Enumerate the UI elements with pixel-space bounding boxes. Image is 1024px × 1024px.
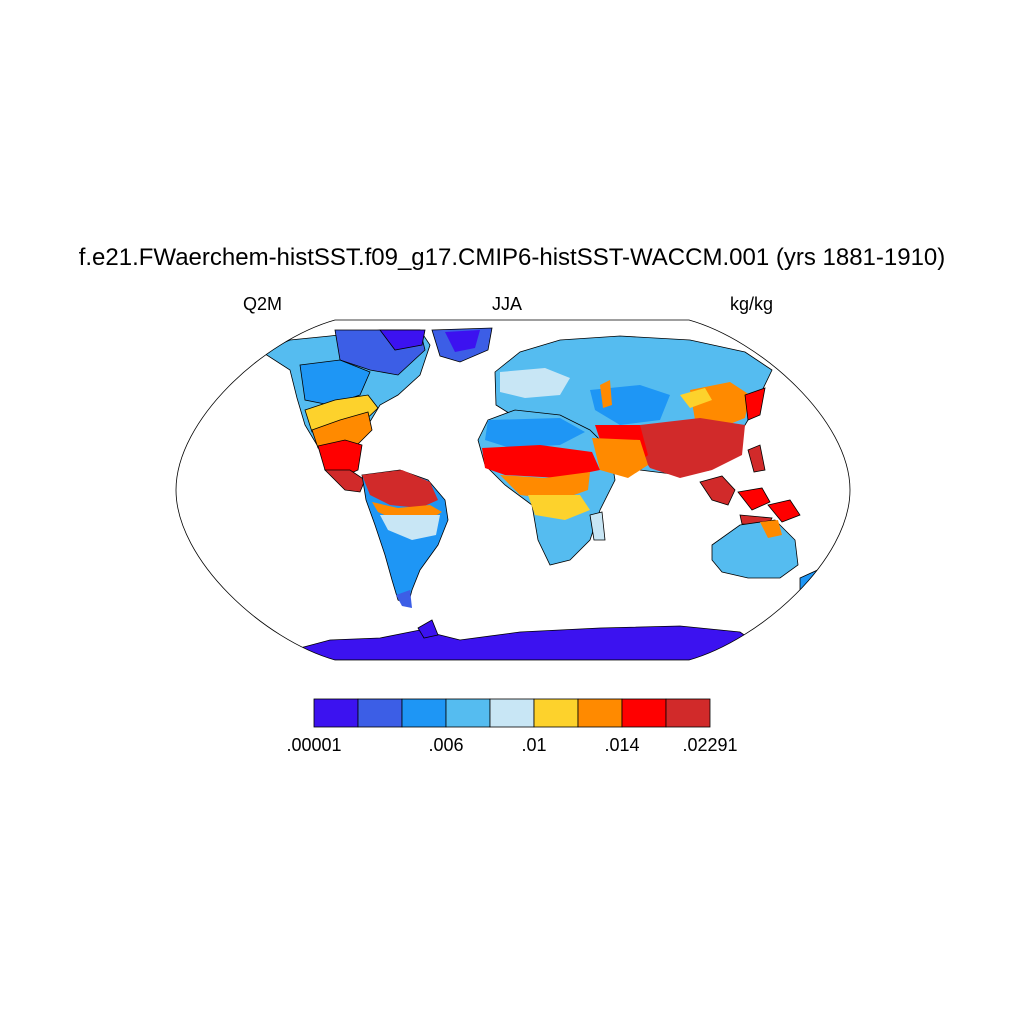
colorbar-tick-label: .014 bbox=[604, 735, 640, 755]
antarctic-peninsula bbox=[417, 619, 439, 639]
south-america bbox=[361, 469, 449, 608]
map-region bbox=[176, 320, 850, 660]
colorbar-tick-label: .02291 bbox=[682, 735, 738, 755]
colorbar bbox=[313, 698, 711, 728]
units-label: kg/kg bbox=[730, 294, 774, 314]
eurasia bbox=[494, 335, 773, 478]
plot-title: f.e21.FWaerchem-histSST.f09_g17.CMIP6-hi… bbox=[78, 244, 946, 271]
colorbar-swatch bbox=[357, 698, 403, 728]
season-label: JJA bbox=[492, 294, 523, 314]
colorbar-swatch bbox=[313, 698, 359, 728]
colorbar-swatch bbox=[401, 698, 447, 728]
greenland-interior bbox=[445, 330, 480, 352]
colorbar-tick-label: .00001 bbox=[286, 735, 342, 755]
colorbar-tick-label: .006 bbox=[428, 735, 464, 755]
colorbar-tick-label: .01 bbox=[521, 735, 547, 755]
colorbar-swatch bbox=[665, 698, 711, 728]
north-america bbox=[261, 329, 431, 493]
colorbar-swatch bbox=[445, 698, 491, 728]
colorbar-swatch bbox=[489, 698, 535, 728]
colorbar-swatch bbox=[621, 698, 667, 728]
antarctica bbox=[239, 625, 782, 660]
africa bbox=[477, 409, 648, 566]
variable-label: Q2M bbox=[243, 294, 283, 314]
australia-north bbox=[760, 520, 782, 538]
colorbar-swatch bbox=[533, 698, 579, 728]
maritime-continent bbox=[699, 444, 801, 527]
map-border bbox=[175, 319, 851, 661]
colorbar-swatch bbox=[577, 698, 623, 728]
